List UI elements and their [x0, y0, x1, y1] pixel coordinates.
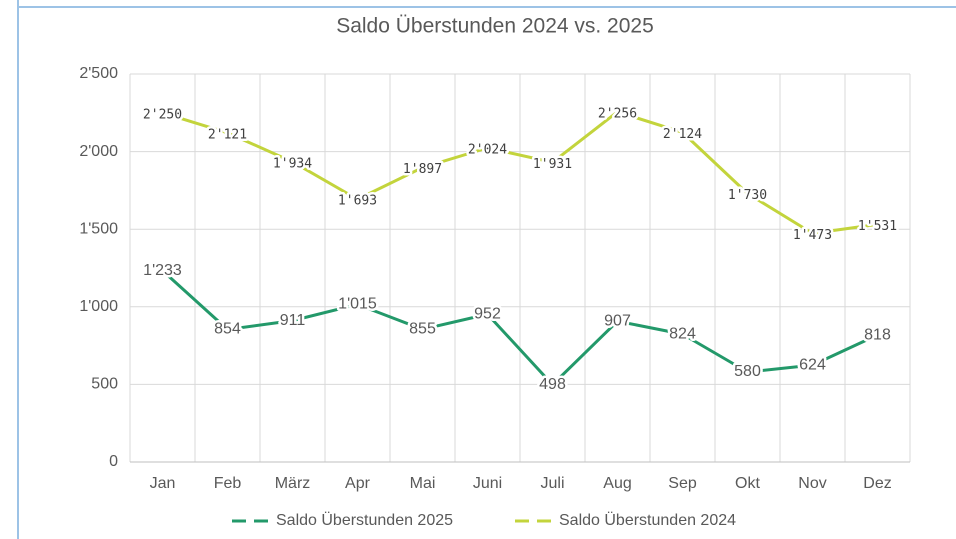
chart-title: Saldo Überstunden 2024 vs. 2025 [336, 15, 654, 38]
legend-label: Saldo Überstunden 2025 [276, 511, 453, 529]
data-label: 818 [864, 326, 891, 343]
data-label: 1'931 [533, 157, 572, 172]
data-label: 2'024 [468, 142, 507, 157]
data-label: 952 [474, 305, 501, 322]
data-label: 498 [539, 376, 566, 393]
data-label: 1'473 [793, 228, 832, 243]
data-label: 624 [799, 356, 826, 373]
x-tick-label: März [275, 475, 311, 492]
data-label: 580 [734, 363, 761, 380]
data-label: 824 [669, 325, 696, 342]
x-tick-label: Feb [214, 475, 242, 492]
data-label: 854 [214, 321, 241, 338]
data-label: 1'934 [273, 156, 312, 171]
x-tick-label: Okt [735, 475, 760, 492]
data-label: 911 [280, 312, 306, 329]
data-label: 2'121 [208, 127, 247, 142]
x-tick-label: Apr [345, 475, 371, 492]
y-tick-label: 0 [109, 453, 118, 470]
y-tick-label: 1'000 [79, 298, 118, 315]
data-label: 1'015 [338, 296, 377, 313]
data-label: 1'693 [338, 194, 377, 209]
x-tick-label: Dez [863, 475, 891, 492]
x-tick-label: Juli [540, 475, 564, 492]
x-tick-label: Nov [798, 475, 826, 492]
data-label: 855 [409, 321, 436, 338]
y-tick-label: 2'000 [79, 143, 118, 160]
y-tick-label: 2'500 [79, 65, 118, 82]
x-tick-label: Jan [150, 475, 176, 492]
data-label: 1'730 [728, 188, 767, 203]
data-label: 1'897 [403, 162, 442, 177]
series-line [161, 269, 879, 387]
data-label: 2'124 [663, 127, 702, 142]
data-label: 2'256 [598, 106, 637, 121]
data-label: 1'233 [143, 262, 182, 279]
y-tick-label: 500 [91, 376, 118, 393]
legend-label: Saldo Überstunden 2024 [559, 511, 736, 529]
x-tick-label: Sep [668, 475, 697, 492]
data-label: 2'250 [143, 107, 182, 122]
data-label: 907 [604, 312, 631, 329]
x-tick-label: Aug [603, 475, 631, 492]
x-tick-label: Juni [473, 475, 502, 492]
data-label: 1'531 [858, 219, 897, 234]
y-tick-label: 1'500 [79, 220, 118, 237]
series-line [162, 110, 878, 235]
x-tick-label: Mai [410, 475, 436, 492]
